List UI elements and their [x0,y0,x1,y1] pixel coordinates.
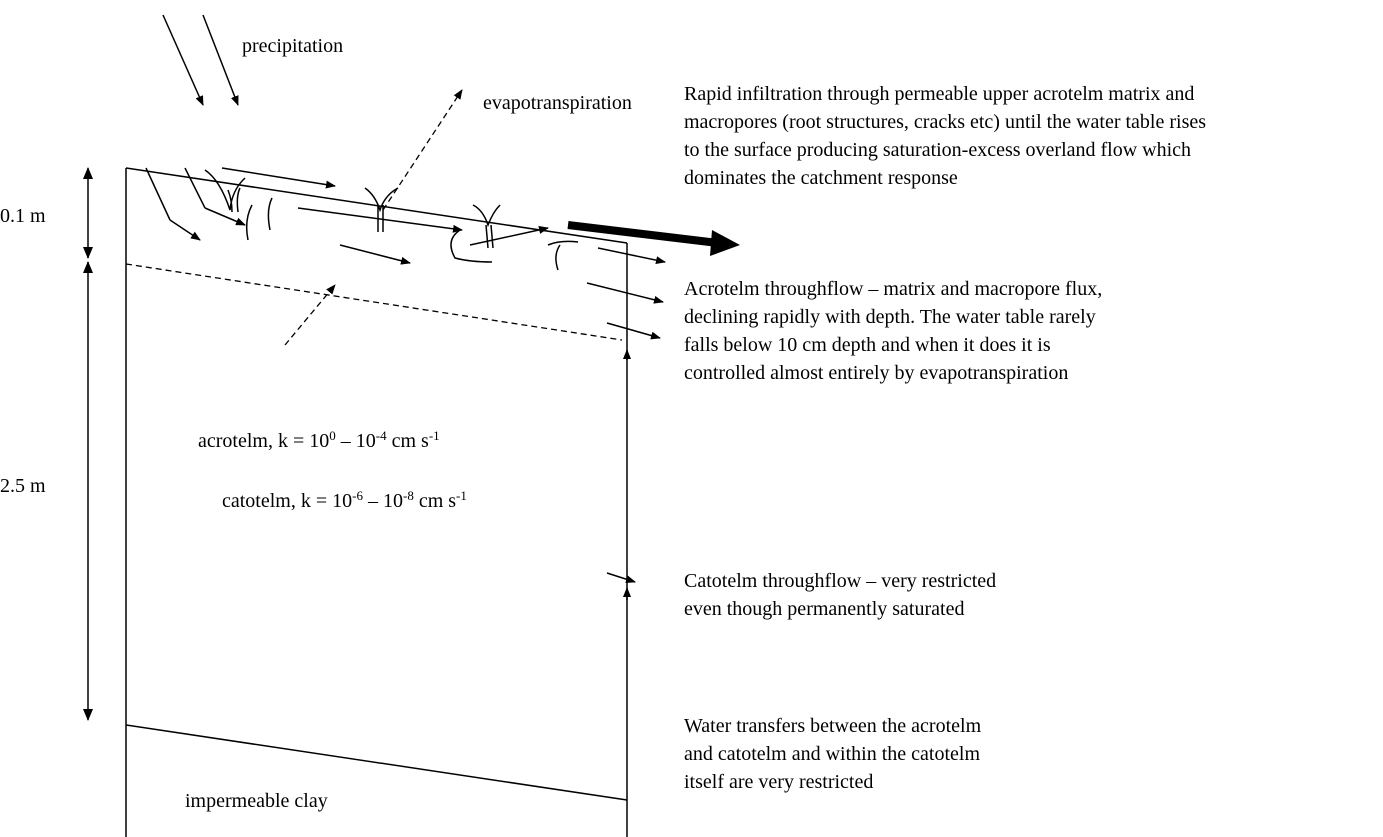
note-line: declining rapidly with depth. The water … [684,306,1096,328]
note-line: Rapid infiltration through permeable upp… [684,83,1194,105]
label-part: – 10 [363,490,403,512]
note-line: and catotelm and within the catotelm [684,743,980,765]
depth-label: 2.5 m [0,475,46,497]
superscript: -4 [376,428,387,443]
note-line: macropores (root structures, cracks etc)… [684,111,1206,133]
superscript: -8 [403,488,414,503]
note: Catotelm throughflow – very restricted ev… [684,570,996,620]
superscript: -1 [429,428,440,443]
superscript: -1 [456,488,467,503]
peat-block [125,167,628,837]
label-part: – 10 [336,430,376,452]
evapotranspiration-label: evapotranspiration [483,92,632,114]
clay-label: impermeable clay [185,790,328,812]
note: Acrotelm throughflow – matrix and macrop… [684,278,1102,384]
labels: precipitation evapotranspiration 0.1 m 2… [0,35,632,812]
note: Rapid infiltration through permeable upp… [684,83,1206,189]
note-line: itself are very restricted [684,771,873,793]
depth-label: 0.1 m [0,205,46,227]
label-part: acrotelm, k = 10 [198,430,329,452]
note-line: falls below 10 cm depth and when it does… [684,334,1051,356]
superscript: -6 [352,488,363,503]
label-part: catotelm, k = 10 [222,490,352,512]
note-line: Water transfers between the acrotelm [684,715,982,737]
note-line: controlled almost entirely by evapotrans… [684,362,1068,384]
note-line: dominates the catchment response [684,167,958,189]
note-line: Catotelm throughflow – very restricted [684,570,996,592]
label-part: cm s [387,430,429,452]
roots [204,169,579,271]
note-line: even though permanently saturated [684,598,964,620]
note-line: Acrotelm throughflow – matrix and macrop… [684,278,1102,300]
note-line: to the surface producing saturation-exce… [684,139,1191,161]
acrotelm-label: acrotelm, k = 100 – 10-4 cm s-1 [198,428,440,453]
flow-arrows [145,14,740,600]
note: Water transfers between the acrotelm and … [684,715,982,793]
label-part: cm s [414,490,456,512]
superscript: 0 [329,428,336,443]
catotelm-label: catotelm, k = 10-6 – 10-8 cm s-1 [222,488,467,513]
precipitation-label: precipitation [242,35,343,57]
